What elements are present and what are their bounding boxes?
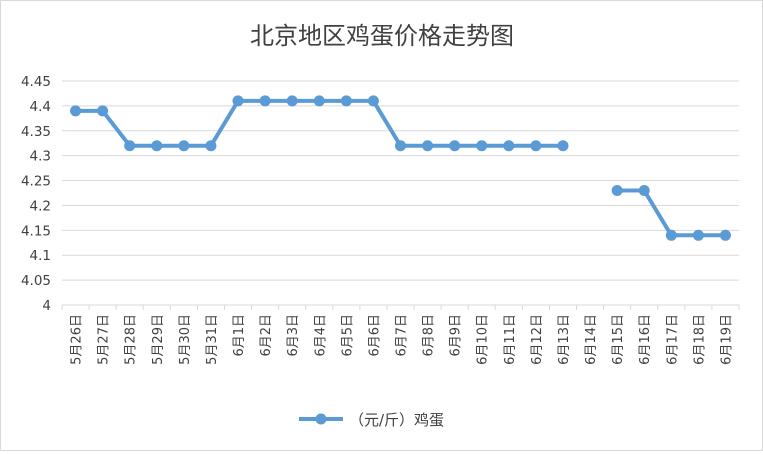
data-point [530,140,542,152]
data-point [259,95,271,107]
x-tick-label: 6月3日 [286,314,301,357]
data-point [422,140,434,152]
chart-title: 北京地区鸡蛋价格走势图 [250,22,514,50]
legend-series-name: （元/斤）鸡蛋 [349,411,444,429]
series-group [70,95,731,241]
y-tick-label: 4.45 [21,74,51,90]
x-tick-label: 6月11日 [503,314,518,365]
x-tick-label: 6月18日 [692,314,707,365]
x-tick-label: 6月6日 [367,314,382,357]
y-tick-label: 4.15 [21,223,51,239]
x-tick-label: 5月28日 [124,314,139,365]
x-tick-label: 6月4日 [313,314,328,357]
y-tick-label: 4.2 [30,198,51,214]
x-tick-label: 5月29日 [151,314,166,365]
data-point [719,229,731,241]
y-tick-label: 4.4 [30,99,51,115]
data-point [611,185,623,197]
data-point [232,95,244,107]
x-tick-label: 6月5日 [340,314,355,357]
data-point [205,140,217,152]
data-point [340,95,352,107]
data-point [476,140,488,152]
data-point [638,185,650,197]
data-point [313,95,325,107]
data-point [178,140,190,152]
grid-lines [62,80,739,306]
data-point [97,105,109,117]
y-tick-label: 4.3 [30,149,51,165]
x-tick-label: 6月17日 [665,314,680,365]
data-point [367,95,379,107]
x-tick-label: 5月31日 [205,314,220,365]
y-tick-label: 4.05 [21,273,51,289]
x-tick-label: 5月30日 [178,314,193,365]
legend: （元/斤）鸡蛋 [299,411,444,429]
data-point [151,140,163,152]
legend-point-marker [315,413,327,425]
y-tick-label: 4 [42,298,51,314]
x-tick-label: 6月13日 [557,314,572,365]
data-point [124,140,136,152]
data-point [395,140,406,152]
x-axis-ticks: 5月26日 5月27日 5月28日 5月29日 5月30日 5月31日 6月1日 6月2日 6月… [61,305,740,365]
x-tick-label: 6月1日 [232,314,247,357]
x-tick-label: 6月10日 [476,314,491,365]
x-tick-label: 6月14日 [584,314,599,365]
data-point [449,140,461,152]
x-tick-label: 6月8日 [422,314,437,357]
data-point [665,229,677,241]
x-tick-label: 5月26日 [70,314,85,365]
y-tick-label: 4.25 [21,174,51,190]
series-line [617,188,726,238]
data-point [286,95,298,107]
x-tick-label: 6月7日 [395,314,410,357]
y-axis-ticks: 4 4.05 4.1 4.15 4.2 4.25 4.3 4.35 4.4 4.45 [21,74,51,314]
y-tick-label: 4.1 [30,248,51,264]
y-tick-label: 4.35 [21,124,51,140]
x-tick-label: 6月15日 [611,314,626,365]
x-tick-label: 5月27日 [97,314,112,365]
data-point [557,140,569,152]
data-point [70,105,82,117]
x-tick-label: 6月12日 [530,314,545,365]
x-tick-label: 6月9日 [449,314,464,357]
series-line [75,98,563,148]
data-point [692,229,704,241]
x-tick-label: 6月19日 [719,314,734,365]
x-tick-label: 6月16日 [638,314,653,365]
x-tick-label: 6月2日 [259,314,274,357]
data-point [503,140,515,152]
